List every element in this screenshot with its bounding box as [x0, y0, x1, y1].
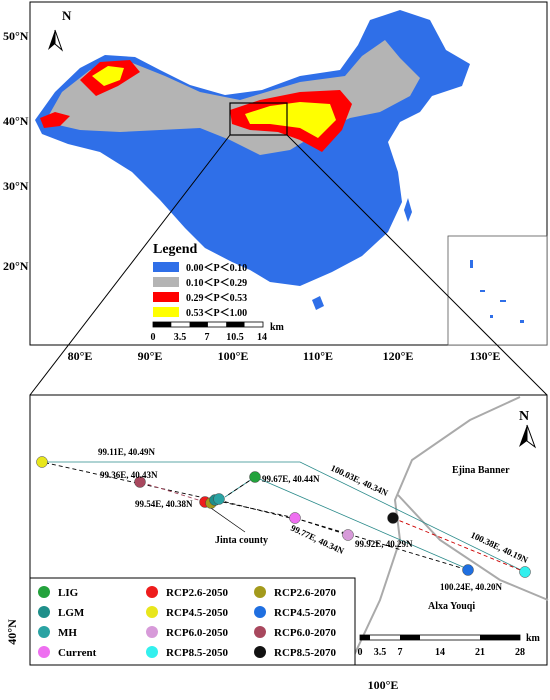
- lat-label: 20°N: [3, 259, 29, 273]
- coordinate-label: 99.67E, 40.44N: [262, 474, 320, 484]
- site-point: [462, 564, 474, 576]
- coordinate-label: 100.24E, 40.20N: [440, 582, 503, 592]
- leader: [207, 505, 246, 533]
- legend-swatch: [254, 586, 266, 598]
- legend-label: RCP4.5-2050: [166, 607, 229, 619]
- legend-swatch: [254, 606, 266, 618]
- legend-swatch: [38, 586, 50, 598]
- legend-swatch: [153, 307, 179, 317]
- zoom-line: [286, 134, 548, 396]
- legend-swatch: [153, 292, 179, 302]
- north-arrow: [519, 425, 527, 447]
- legend-swatch: [153, 262, 179, 272]
- north-label: N: [62, 8, 72, 23]
- coordinate-label: 99.92E, 40.29N: [355, 539, 413, 549]
- legend-swatch: [254, 626, 266, 638]
- place-label: Jinta county: [215, 535, 268, 546]
- legend-label: LGM: [58, 607, 85, 619]
- scale-label: 28: [515, 647, 525, 658]
- legend-label: RCP4.5-2070: [274, 607, 337, 619]
- study-area-box: [229, 102, 288, 136]
- legend-swatch: [254, 646, 266, 658]
- legend-label: 0.53＜P＜1.00: [186, 307, 247, 319]
- scale-segment: [480, 635, 520, 640]
- scale-label: 7: [205, 332, 210, 343]
- site-point: [36, 456, 48, 468]
- site-point: [342, 529, 354, 541]
- lat-label: 50°N: [3, 29, 29, 43]
- north-arrow: [48, 30, 55, 50]
- scale-segment: [153, 322, 172, 327]
- legend-label: RCP6.0-2070: [274, 627, 337, 639]
- coordinate-label: 99.54E, 40.38N: [135, 499, 193, 509]
- legend-title: Legend: [153, 242, 198, 257]
- legend-swatch: [146, 646, 158, 658]
- coordinate-label: 99.36E, 40.43N: [100, 470, 158, 480]
- legend-swatch: [38, 626, 50, 638]
- north-label: N: [519, 409, 529, 424]
- scale-segment: [189, 322, 208, 327]
- place-label: Ejina Banner: [452, 465, 510, 476]
- legend-label: 0.29＜P＜0.53: [186, 292, 247, 304]
- lon-label: 100°E: [368, 678, 399, 692]
- legend-label: 0.10＜P＜0.29: [186, 277, 247, 289]
- scale-label: 7: [398, 647, 403, 658]
- china-map: [35, 10, 470, 310]
- legend-swatch: [38, 646, 50, 658]
- migration-arrows: [41, 461, 526, 573]
- site-point: [387, 512, 399, 524]
- scale-label: 3.5: [374, 647, 387, 658]
- inset-islands: [470, 260, 524, 323]
- site-point: [519, 566, 531, 578]
- scale-label: 3.5: [174, 332, 187, 343]
- lon-label: 130°E: [470, 349, 501, 363]
- site-point: [249, 471, 261, 483]
- lat-label: 40°N: [5, 619, 19, 645]
- coordinate-label: 99.11E, 40.49N: [98, 447, 156, 457]
- legend-swatch: [38, 606, 50, 618]
- scale-label: 0: [151, 332, 156, 343]
- lon-label: 120°E: [383, 349, 414, 363]
- boundaries: [349, 396, 549, 665]
- legend-label: RCP8.5-2070: [274, 647, 337, 659]
- legend-label: 0.00＜P＜0.10: [186, 262, 247, 274]
- lon-label: 100°E: [218, 349, 249, 363]
- scale-label: 0: [358, 647, 363, 658]
- legend-swatch: [146, 626, 158, 638]
- lat-label: 30°N: [3, 179, 29, 193]
- site-point: [134, 476, 146, 488]
- scale-label: 14: [435, 647, 445, 658]
- scale-label: 10.5: [226, 332, 244, 343]
- site-point: [289, 512, 301, 524]
- lat-label: 40°N: [3, 114, 29, 128]
- scale-segment: [360, 635, 370, 640]
- inset-frame: [447, 235, 548, 346]
- legend-label: MH: [58, 627, 77, 639]
- legend-swatch: [146, 586, 158, 598]
- north-arrow: [526, 424, 537, 449]
- legend-label: Current: [58, 647, 97, 659]
- legend-swatch: [153, 277, 179, 287]
- legend-label: RCP6.0-2050: [166, 627, 229, 639]
- scale-unit: km: [526, 633, 541, 644]
- scale-unit: km: [270, 322, 285, 333]
- zoom-line: [29, 134, 231, 396]
- north-arrow: [54, 29, 64, 52]
- site-point: [213, 493, 225, 505]
- scale-label: 21: [475, 647, 485, 658]
- scale-label: 14: [257, 332, 267, 343]
- legend-label: RCP8.5-2050: [166, 647, 229, 659]
- scale-segment: [226, 322, 245, 327]
- lon-label: 90°E: [138, 349, 163, 363]
- legend-label: RCP2.6-2050: [166, 587, 229, 599]
- lon-label: 110°E: [303, 349, 333, 363]
- legend-box: [29, 577, 356, 666]
- legend-swatch: [146, 606, 158, 618]
- lon-label: 80°E: [68, 349, 93, 363]
- scale-segment: [400, 635, 420, 640]
- legend-label: RCP2.6-2070: [274, 587, 337, 599]
- legend-label: LIG: [58, 587, 79, 599]
- place-label: Alxa Youqi: [428, 601, 475, 612]
